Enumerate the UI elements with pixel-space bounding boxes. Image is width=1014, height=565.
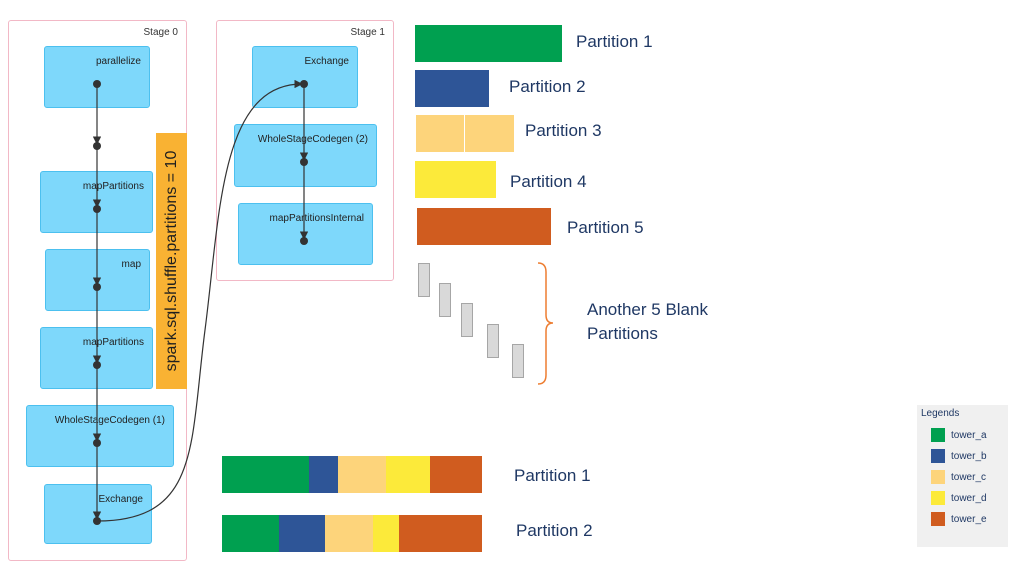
legend-label: tower_a	[951, 430, 987, 441]
stage-0-title: Stage 0	[143, 27, 178, 38]
node-label: mapPartitionsInternal	[269, 213, 365, 224]
node-label: Exchange	[98, 494, 143, 505]
partition-label-5: Partition 5	[567, 218, 644, 237]
legend-swatch	[931, 512, 945, 526]
segment-tower-d	[373, 515, 399, 552]
node-label: WholeStageCodegen (1)	[54, 415, 165, 426]
blank-partition	[512, 344, 524, 378]
legend-swatch	[931, 449, 945, 463]
segment-tower-d	[386, 456, 430, 493]
segment-tower-c	[325, 515, 373, 552]
node-map[interactable]: map	[45, 249, 150, 311]
node-exchange-stage0[interactable]: Exchange	[44, 484, 152, 544]
blank-partitions-brace	[537, 262, 554, 385]
node-label: mapPartitions	[82, 337, 144, 348]
node-whole-stage-codegen-2[interactable]: WholeStageCodegen (2)	[234, 124, 377, 187]
legend-label: tower_d	[951, 493, 987, 504]
node-label: mapPartitions	[82, 181, 144, 192]
legend-label: tower_b	[951, 451, 987, 462]
blank-partition	[487, 324, 499, 358]
segment-tower-b	[309, 456, 338, 493]
blank-partitions-label-line1: Another 5 Blank	[587, 300, 708, 319]
legend-swatch	[931, 470, 945, 484]
partition-bar-3	[416, 115, 514, 152]
node-map-partitions-2[interactable]: mapPartitions	[40, 327, 153, 389]
stage-1-title: Stage 1	[350, 27, 385, 38]
blank-partitions-label: Another 5 Blank Partitions	[587, 298, 708, 346]
partition-label-4: Partition 4	[510, 172, 587, 191]
node-label: parallelize	[95, 56, 141, 67]
blank-partition	[461, 303, 473, 337]
node-parallelize[interactable]: parallelize	[44, 46, 150, 108]
stacked-partition-bar-1	[222, 456, 482, 493]
stacked-partition-label-2: Partition 2	[516, 521, 593, 540]
stacked-partition-label-1: Partition 1	[514, 466, 591, 485]
shuffle-partitions-config-tag: spark.sql.shuffle.partitions = 10	[156, 133, 187, 389]
segment-tower-a	[222, 515, 279, 552]
blank-partitions-label-line2: Partitions	[587, 324, 658, 343]
partition-label-2: Partition 2	[509, 77, 586, 96]
node-map-partitions-internal[interactable]: mapPartitionsInternal	[238, 203, 373, 265]
legend: Legends tower_a tower_b tower_c tower_d …	[917, 405, 1008, 547]
legend-label: tower_e	[951, 514, 987, 525]
partition-bar-4	[415, 161, 496, 198]
legend-label: tower_c	[951, 472, 987, 483]
shuffle-partitions-config-text: spark.sql.shuffle.partitions = 10	[162, 150, 180, 372]
node-map-partitions-1[interactable]: mapPartitions	[40, 171, 153, 233]
segment-tower-a	[222, 456, 309, 493]
segment-tower-b	[279, 515, 325, 552]
partition-bar-1	[415, 25, 562, 62]
partition-label-1: Partition 1	[576, 32, 653, 51]
partition-bar-2	[415, 70, 489, 107]
stacked-partition-bar-2	[222, 515, 482, 552]
partition-label-3: Partition 3	[525, 121, 602, 140]
node-label: Exchange	[304, 56, 349, 67]
blank-partition	[439, 283, 451, 317]
partition-bar-5	[417, 208, 551, 245]
segment-tower-e	[430, 456, 482, 493]
segment-tower-e	[399, 515, 482, 552]
partition-bar-3-divider	[464, 115, 465, 152]
blank-partition	[418, 263, 430, 297]
legend-swatch	[931, 491, 945, 505]
legend-swatch	[931, 428, 945, 442]
node-whole-stage-codegen-1[interactable]: WholeStageCodegen (1)	[26, 405, 174, 467]
node-label: WholeStageCodegen (2)	[257, 134, 368, 145]
node-label: map	[121, 259, 141, 270]
legend-title: Legends	[921, 408, 960, 419]
segment-tower-c	[338, 456, 386, 493]
node-exchange-stage1[interactable]: Exchange	[252, 46, 358, 108]
